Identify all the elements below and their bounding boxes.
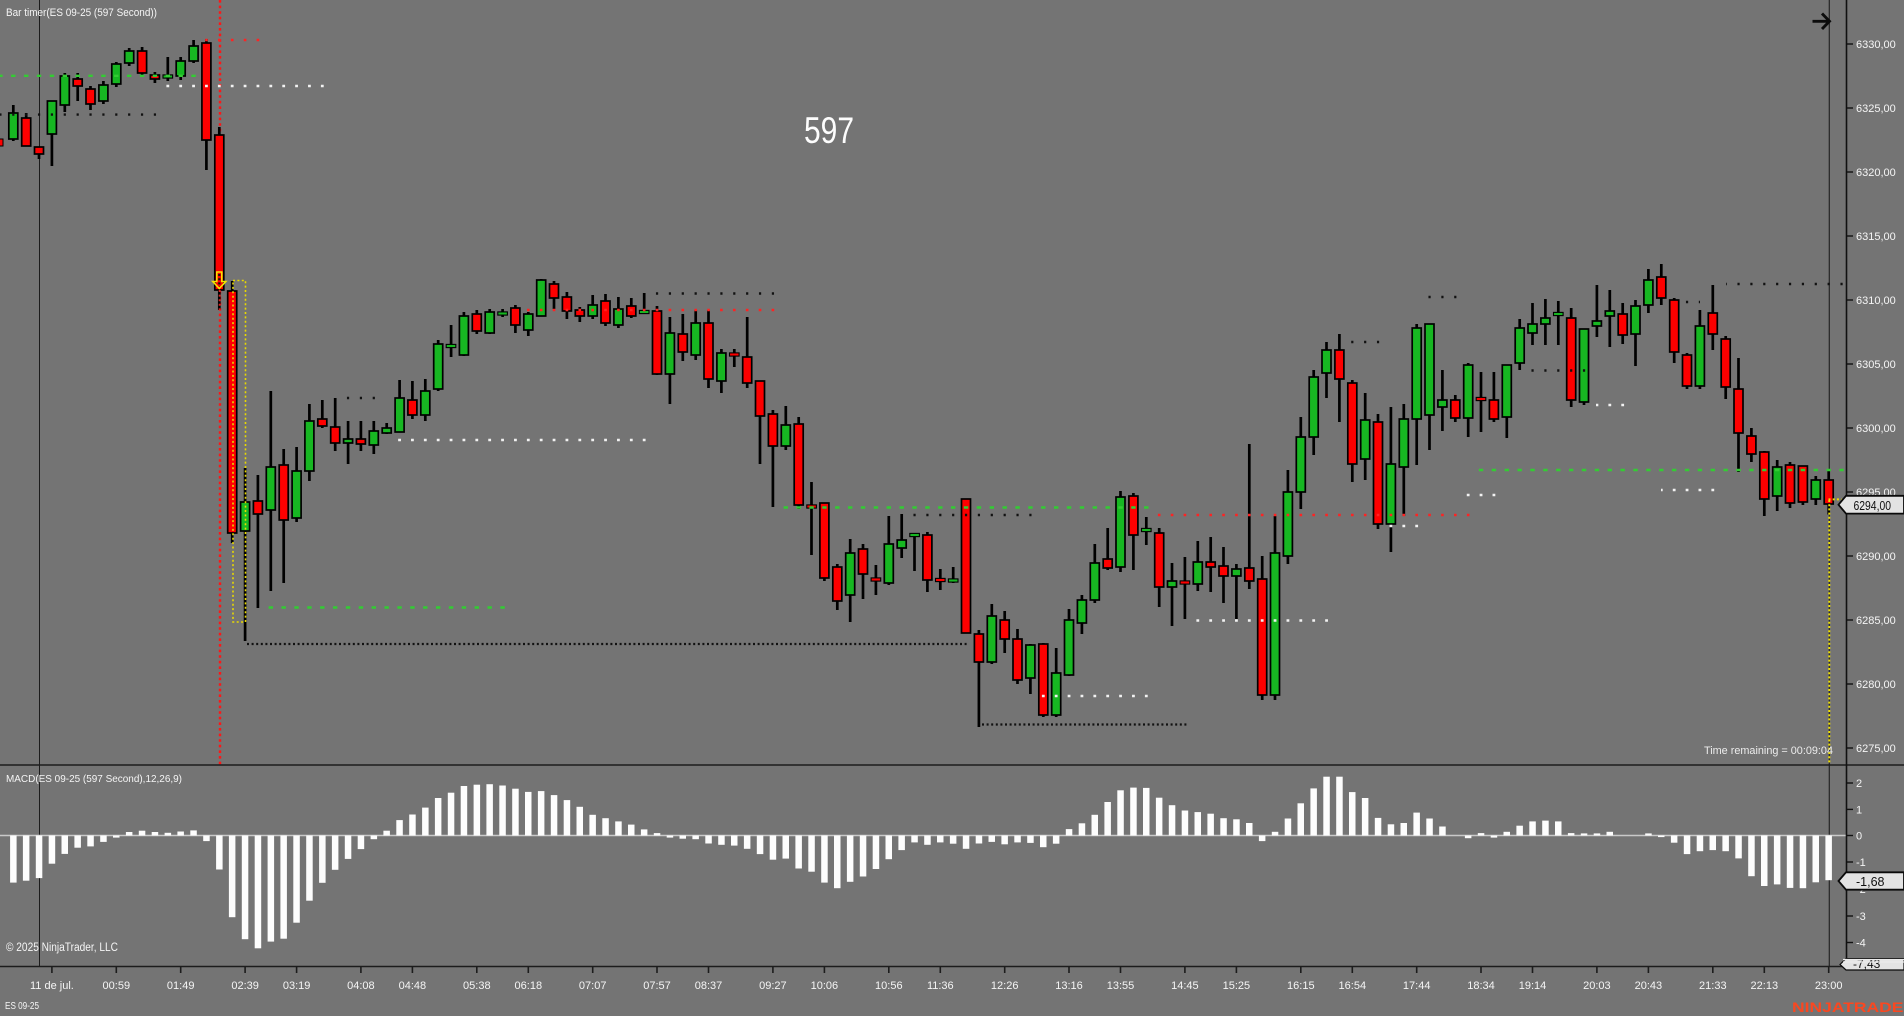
- svg-text:22:13: 22:13: [1751, 980, 1779, 992]
- svg-text:06:18: 06:18: [515, 980, 543, 992]
- svg-text:6305,00: 6305,00: [1856, 359, 1896, 371]
- svg-text:21:33: 21:33: [1699, 980, 1727, 992]
- svg-text:6280,00: 6280,00: [1856, 679, 1896, 691]
- svg-text:16:15: 16:15: [1287, 980, 1315, 992]
- svg-text:0: 0: [1856, 831, 1862, 843]
- svg-text:6285,00: 6285,00: [1856, 615, 1896, 627]
- svg-text:ES 09-25: ES 09-25: [5, 1001, 39, 1012]
- svg-text:23:00: 23:00: [1815, 980, 1843, 992]
- svg-text:12:26: 12:26: [991, 980, 1019, 992]
- svg-text:-7,43: -7,43: [1853, 957, 1881, 971]
- svg-text:19:14: 19:14: [1519, 980, 1547, 992]
- svg-text:13:16: 13:16: [1055, 980, 1083, 992]
- svg-text:© 2025 NinjaTrader, LLC: © 2025 NinjaTrader, LLC: [6, 942, 118, 954]
- svg-text:Time remaining = 00:09:04: Time remaining = 00:09:04: [1704, 745, 1833, 757]
- svg-text:6315,00: 6315,00: [1856, 231, 1896, 243]
- svg-text:10:56: 10:56: [875, 980, 903, 992]
- svg-text:04:08: 04:08: [347, 980, 375, 992]
- svg-text:6320,00: 6320,00: [1856, 167, 1896, 179]
- svg-text:6290,00: 6290,00: [1856, 551, 1896, 563]
- svg-text:18:34: 18:34: [1467, 980, 1495, 992]
- svg-text:Bar timer(ES 09-25 (597 Second: Bar timer(ES 09-25 (597 Second)): [6, 7, 157, 19]
- svg-text:20:43: 20:43: [1635, 980, 1663, 992]
- svg-text:07:07: 07:07: [579, 980, 607, 992]
- svg-text:05:38: 05:38: [463, 980, 491, 992]
- svg-text:14:45: 14:45: [1171, 980, 1199, 992]
- svg-text:15:25: 15:25: [1223, 980, 1251, 992]
- svg-text:6330,00: 6330,00: [1856, 39, 1896, 51]
- svg-text:-1,68: -1,68: [1856, 875, 1885, 889]
- svg-text:17:44: 17:44: [1403, 980, 1431, 992]
- svg-text:01:49: 01:49: [167, 980, 195, 992]
- svg-text:1: 1: [1856, 804, 1862, 816]
- svg-text:-4: -4: [1856, 938, 1866, 950]
- svg-text:-3: -3: [1856, 911, 1866, 923]
- svg-text:6310,00: 6310,00: [1856, 295, 1896, 307]
- svg-text:-1: -1: [1856, 857, 1866, 869]
- svg-text:03:19: 03:19: [283, 980, 311, 992]
- svg-text:NINJATRADER: NINJATRADER: [1792, 999, 1904, 1015]
- svg-text:11 de jul.: 11 de jul.: [30, 980, 74, 992]
- svg-text:2: 2: [1856, 778, 1862, 790]
- svg-text:10:06: 10:06: [811, 980, 839, 992]
- svg-text:09:27: 09:27: [759, 980, 787, 992]
- svg-text:02:39: 02:39: [231, 980, 259, 992]
- svg-text:6275,00: 6275,00: [1856, 743, 1896, 755]
- svg-text:11:36: 11:36: [927, 980, 954, 992]
- svg-text:6294,00: 6294,00: [1854, 498, 1892, 513]
- svg-text:6300,00: 6300,00: [1856, 423, 1896, 435]
- svg-text:07:57: 07:57: [643, 980, 671, 992]
- svg-text:16:54: 16:54: [1339, 980, 1367, 992]
- svg-text:04:48: 04:48: [399, 980, 427, 992]
- svg-text:00:59: 00:59: [103, 980, 131, 992]
- svg-text:20:03: 20:03: [1583, 980, 1611, 992]
- svg-text:6325,00: 6325,00: [1856, 103, 1896, 115]
- svg-text:597: 597: [804, 110, 854, 151]
- svg-text:MACD(ES 09-25 (597 Second),12,: MACD(ES 09-25 (597 Second),12,26,9): [6, 773, 182, 785]
- svg-text:13:55: 13:55: [1107, 980, 1135, 992]
- svg-text:08:37: 08:37: [695, 980, 723, 992]
